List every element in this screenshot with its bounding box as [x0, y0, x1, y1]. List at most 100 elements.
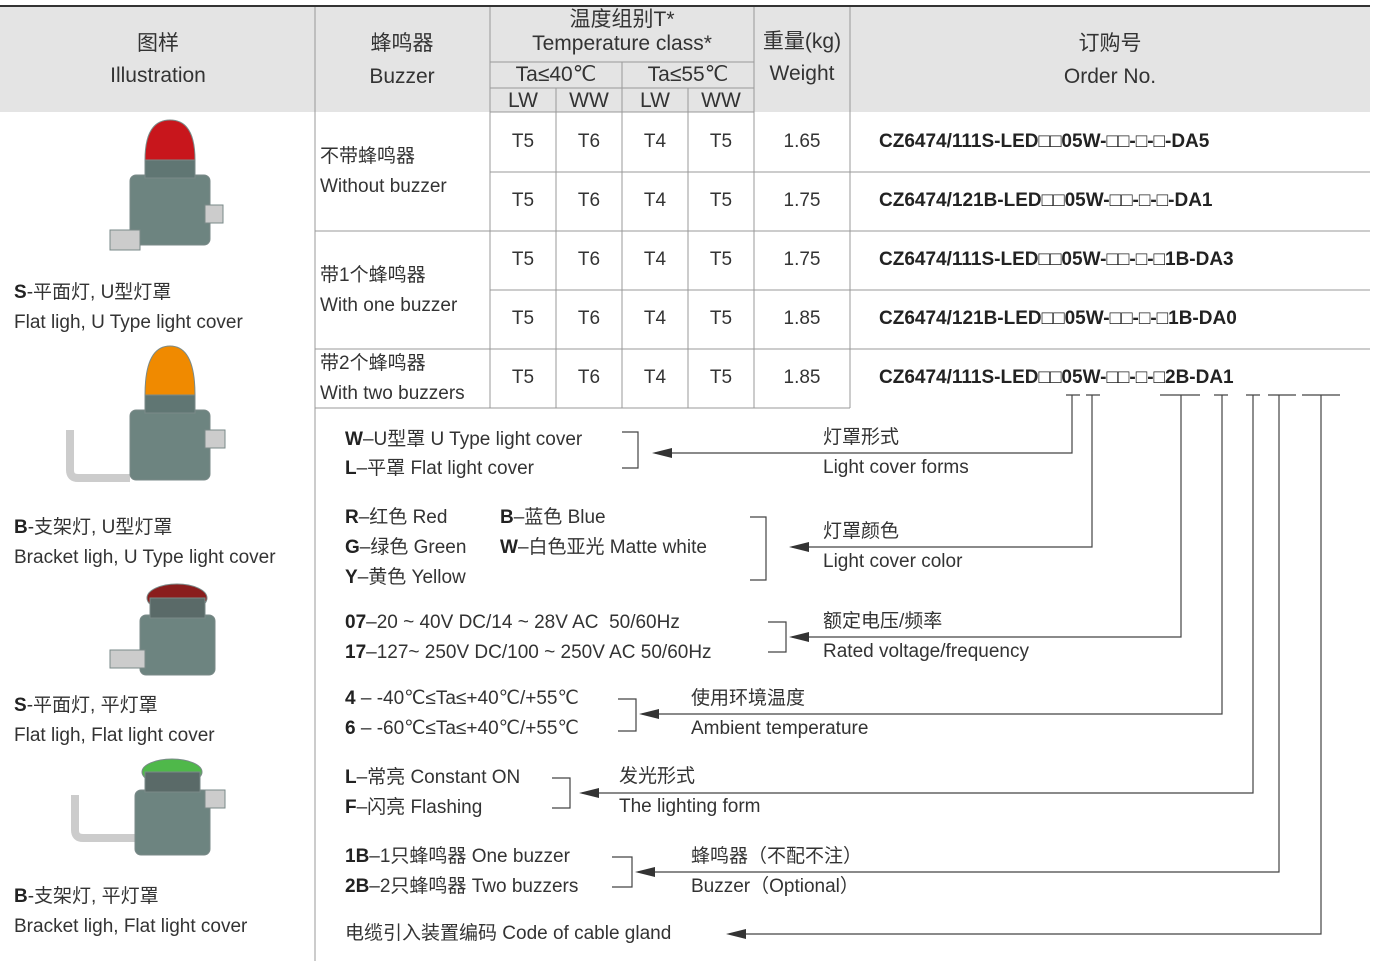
header-cell: Temperature class* — [532, 32, 712, 55]
table-cell: 不带蜂鸣器 — [320, 146, 416, 167]
text: –红色 Red — [358, 507, 448, 528]
order-number: CZ6474/121B-LED□□05W-□□-□-□-DA1 — [879, 190, 1213, 211]
header-cell: LW — [508, 89, 538, 112]
text: –闪亮 Flashing — [356, 797, 483, 818]
legend-option: R–红色 Red — [345, 507, 447, 529]
code: 4 — [345, 688, 356, 709]
table-cell: T5 — [511, 308, 535, 329]
code: W — [500, 537, 518, 558]
code: R — [345, 507, 359, 528]
table-cell: 1.75 — [783, 249, 821, 270]
table-cell: T4 — [643, 131, 667, 152]
code: B — [14, 886, 28, 907]
legend-option: 电缆引入装置编码 Code of cable gland — [345, 923, 672, 944]
legend-option: F–闪亮 Flashing — [345, 797, 482, 819]
header-cell: 图样 — [137, 32, 179, 55]
table-cell: T5 — [709, 249, 733, 270]
table-cell: T6 — [577, 308, 601, 329]
caption: Flat ligh, Flat light cover — [14, 725, 215, 746]
text: -平面灯, 平灯罩 — [26, 695, 158, 716]
table-cell: T6 — [577, 190, 601, 211]
code: G — [345, 537, 360, 558]
order-number: CZ6474/111S-LED□□05W-□□-□-□-DA5 — [879, 131, 1210, 152]
text: –白色亚光 Matte white — [517, 537, 707, 558]
text: –绿色 Green — [359, 537, 467, 558]
table-cell: T4 — [643, 190, 667, 211]
legend-label: Rated voltage/frequency — [823, 641, 1029, 662]
legend-option: B–蓝色 Blue — [500, 507, 606, 529]
header-cell: Weight — [769, 62, 835, 85]
text: –U型罩 U Type light cover — [362, 429, 583, 450]
legend-option: W–U型罩 U Type light cover — [345, 429, 582, 451]
code: L — [345, 767, 357, 788]
order-number: CZ6474/121B-LED□□05W-□□-□-□1B-DA0 — [879, 308, 1237, 329]
header-cell: 重量(kg) — [762, 30, 842, 53]
table-cell: T5 — [511, 249, 535, 270]
table-cell: With one buzzer — [320, 295, 458, 316]
table-cell: T6 — [577, 367, 601, 388]
text: –蓝色 Blue — [513, 507, 606, 528]
caption: Flat ligh, U Type light cover — [14, 312, 243, 333]
legend-option: 1B–1只蜂鸣器 One buzzer — [345, 846, 570, 868]
text: – -40℃≤Ta≤+40℃/+55℃ — [355, 688, 579, 709]
table-cell: T5 — [511, 367, 535, 388]
caption: S-平面灯, 平灯罩 — [14, 695, 158, 717]
legend-label: The lighting form — [619, 796, 761, 817]
header-cell: WW — [701, 89, 741, 112]
code: 07 — [345, 612, 367, 633]
text: -平面灯, U型灯罩 — [26, 282, 172, 303]
text: –黄色 Yellow — [357, 567, 466, 588]
legend-option: L–常亮 Constant ON — [345, 767, 520, 789]
order-number: CZ6474/111S-LED□□05W-□□-□-□1B-DA3 — [879, 249, 1234, 270]
header-cell: Illustration — [110, 64, 206, 87]
legend-label: Light cover forms — [823, 457, 969, 478]
code: F — [345, 797, 357, 818]
table-cell: 1.65 — [783, 131, 821, 152]
code: W — [345, 429, 363, 450]
legend-option: G–绿色 Green — [345, 537, 466, 559]
caption: Bracket ligh, U Type light cover — [14, 547, 276, 568]
legend-option: W–白色亚光 Matte white — [500, 537, 707, 559]
legend-label: Light cover color — [823, 551, 963, 572]
text: –20 ~ 40V DC/14 ~ 28V AC 50/60Hz — [366, 612, 680, 633]
table-cell: T5 — [709, 190, 733, 211]
legend-label: Ambient temperature — [691, 718, 869, 739]
text: –2只蜂鸣器 Two buzzers — [369, 876, 579, 897]
text: -支架灯, U型灯罩 — [27, 517, 173, 538]
legend-label: 灯罩颜色 — [823, 521, 900, 542]
table-cell: T5 — [709, 308, 733, 329]
caption: Bracket ligh, Flat light cover — [14, 916, 248, 937]
legend-option: 6 – -60℃≤Ta≤+40℃/+55℃ — [345, 718, 579, 740]
table-cell: Without buzzer — [320, 176, 447, 197]
table-cell: T5 — [511, 131, 535, 152]
code: 6 — [345, 718, 356, 739]
legend-option: Y–黄色 Yellow — [345, 567, 466, 589]
table-cell: 1.85 — [783, 367, 821, 388]
header-cell: 蜂鸣器 — [370, 32, 434, 55]
code: B — [500, 507, 514, 528]
order-number: CZ6474/111S-LED□□05W-□□-□-□2B-DA1 — [879, 367, 1234, 388]
table-cell: T5 — [709, 131, 733, 152]
table-cell: T4 — [643, 249, 667, 270]
text: –1只蜂鸣器 One buzzer — [369, 846, 570, 867]
legend-label: 蜂鸣器（不配不注） — [691, 846, 863, 867]
legend-label: 额定电压/频率 — [823, 611, 943, 632]
caption: B-支架灯, 平灯罩 — [14, 886, 159, 908]
legend-option: L–平罩 Flat light cover — [345, 458, 534, 480]
header-cell: 温度组别T* — [569, 8, 675, 31]
text: –平罩 Flat light cover — [356, 458, 535, 479]
code: 1B — [345, 846, 370, 867]
legend-label: Buzzer（Optional） — [691, 876, 859, 897]
text: –127~ 250V DC/100 ~ 250V AC 50/60Hz — [366, 642, 712, 663]
text: -支架灯, 平灯罩 — [27, 886, 159, 907]
table-cell: 1.75 — [783, 190, 821, 211]
legend-option: 2B–2只蜂鸣器 Two buzzers — [345, 876, 578, 898]
code: S — [14, 695, 27, 716]
table-cell: With two buzzers — [320, 383, 465, 404]
legend-option: 4 – -40℃≤Ta≤+40℃/+55℃ — [345, 688, 579, 710]
table-cell: T4 — [643, 308, 667, 329]
header-cell: Order No. — [1063, 65, 1157, 88]
table-cell: 1.85 — [783, 308, 821, 329]
